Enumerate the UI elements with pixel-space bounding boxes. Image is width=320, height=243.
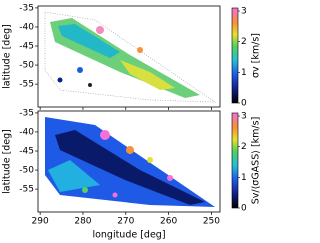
colorbar <box>231 112 239 209</box>
figure: -35 -40 -45 -50 -55 latitude [deg] 0 1 2 3 σv [km/… <box>2 3 262 241</box>
x-tick-label: 250 <box>203 217 220 227</box>
colorbar <box>231 7 239 104</box>
y-tick-label: -55 <box>19 185 34 195</box>
y-tick-label: -40 <box>19 22 34 32</box>
colorbar-tick-label: 0 <box>241 204 247 214</box>
plot-frame <box>37 110 221 213</box>
colorbar-tick-label: 3 <box>241 7 247 17</box>
colorbar-tick-label: 2 <box>241 142 247 152</box>
y-tick-label: -40 <box>19 127 34 137</box>
map-top <box>44 11 217 103</box>
y-tick-label: -50 <box>19 61 34 71</box>
colorbar-tick-label: 1 <box>241 173 247 183</box>
colorbar-tick-label: 1 <box>241 68 247 78</box>
y-tick-label: -45 <box>19 42 34 52</box>
y-axis-label: latitude [deg] <box>2 24 13 89</box>
x-axis-label: longitude [deg] <box>92 230 165 241</box>
x-tick-label: 290 <box>32 217 49 227</box>
y-tick-label: -50 <box>19 166 34 176</box>
x-tick-label: 270 <box>117 217 134 227</box>
y-tick-label: -55 <box>19 80 34 90</box>
colorbar-tick-label: 2 <box>241 37 247 47</box>
colorbar-tick-label: 0 <box>241 99 247 109</box>
y-tick-label: -35 <box>19 3 34 13</box>
colorbar-tick-label: 3 <box>241 112 247 122</box>
x-tick-label: 280 <box>74 217 91 227</box>
y-axis-label: latitude [deg] <box>2 129 13 194</box>
y-tick-label: -45 <box>19 147 34 157</box>
y-tick-label: -35 <box>19 108 34 118</box>
plot-frame <box>37 5 221 108</box>
colorbar-label: Sv/⟨σGASS⟩ [km/s] <box>251 117 262 205</box>
map-bottom <box>45 117 215 207</box>
colorbar-label: σv [km/s] <box>251 33 262 78</box>
x-tick-label: 260 <box>160 217 177 227</box>
